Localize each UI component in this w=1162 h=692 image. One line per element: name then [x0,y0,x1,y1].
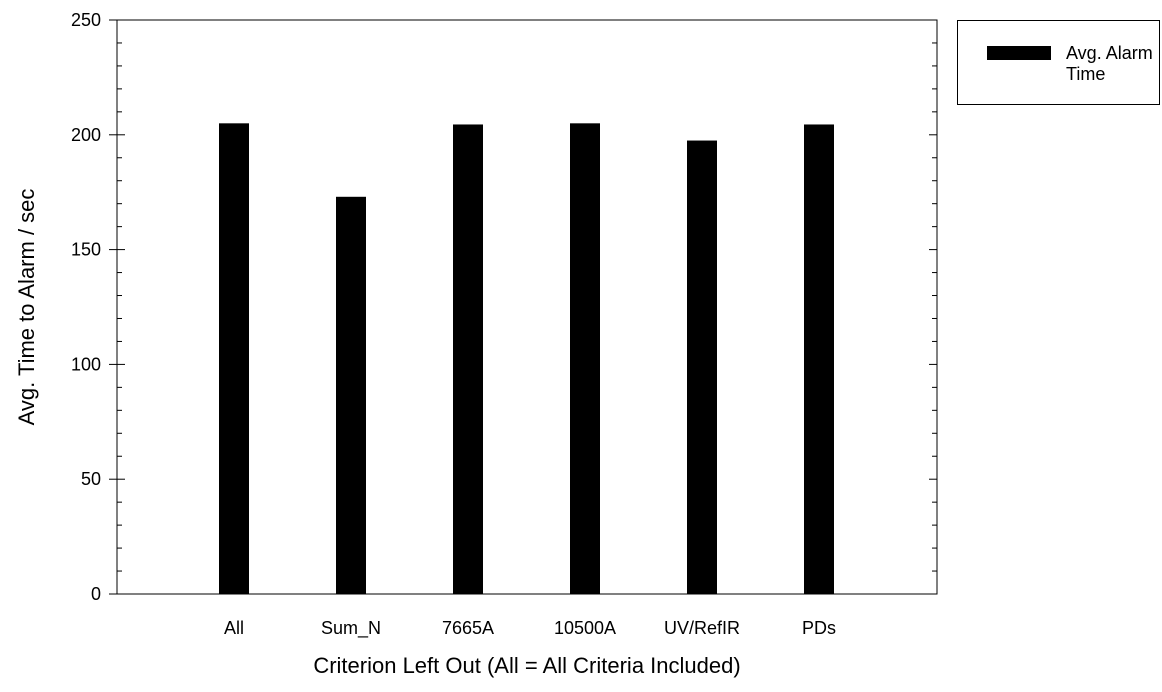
x-tick-label: PDs [802,618,836,638]
x-tick-labels: All Sum_N 7665A 10500A UV/RefIR PDs [224,618,836,639]
plot-frame [116,19,938,595]
y-tick-label: 200 [71,125,101,145]
y-tick-labels: 0 50 100 150 200 250 [71,10,101,604]
y-major-ticks [109,19,937,595]
bars [219,123,834,595]
legend: Avg. Alarm Time [957,20,1160,105]
bar-uv-refir [687,140,717,595]
y-tick-label: 100 [71,354,101,374]
x-tick-label: All [224,618,244,638]
y-tick-label: 250 [71,10,101,30]
y-tick-label: 50 [81,469,101,489]
y-tick-label: 150 [71,240,101,260]
legend-label: Avg. Alarm Time [1066,43,1153,84]
bar-pds [804,124,834,594]
y-minor-ticks [117,42,937,572]
x-tick-label: UV/RefIR [664,618,740,638]
bar-sum-n [336,196,366,595]
y-axis-label: Avg. Time to Alarm / sec [14,189,39,426]
x-tick-label: 7665A [442,618,494,638]
bar-10500a [570,123,600,594]
bar-all [219,123,249,594]
x-tick-label: Sum_N [321,618,381,639]
x-axis-label: Criterion Left Out (All = All Criteria I… [313,653,740,678]
bar-7665a [453,124,483,594]
y-tick-label: 0 [91,584,101,604]
x-tick-label: 10500A [554,618,616,638]
legend-swatch [987,46,1051,60]
